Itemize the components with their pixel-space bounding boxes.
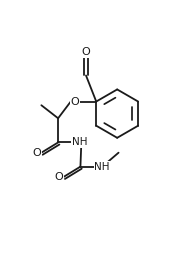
Text: O: O <box>82 47 90 57</box>
Text: O: O <box>55 172 63 182</box>
Text: NH: NH <box>72 137 87 148</box>
Text: NH: NH <box>94 162 110 172</box>
Text: O: O <box>32 148 41 158</box>
Text: O: O <box>70 97 79 107</box>
